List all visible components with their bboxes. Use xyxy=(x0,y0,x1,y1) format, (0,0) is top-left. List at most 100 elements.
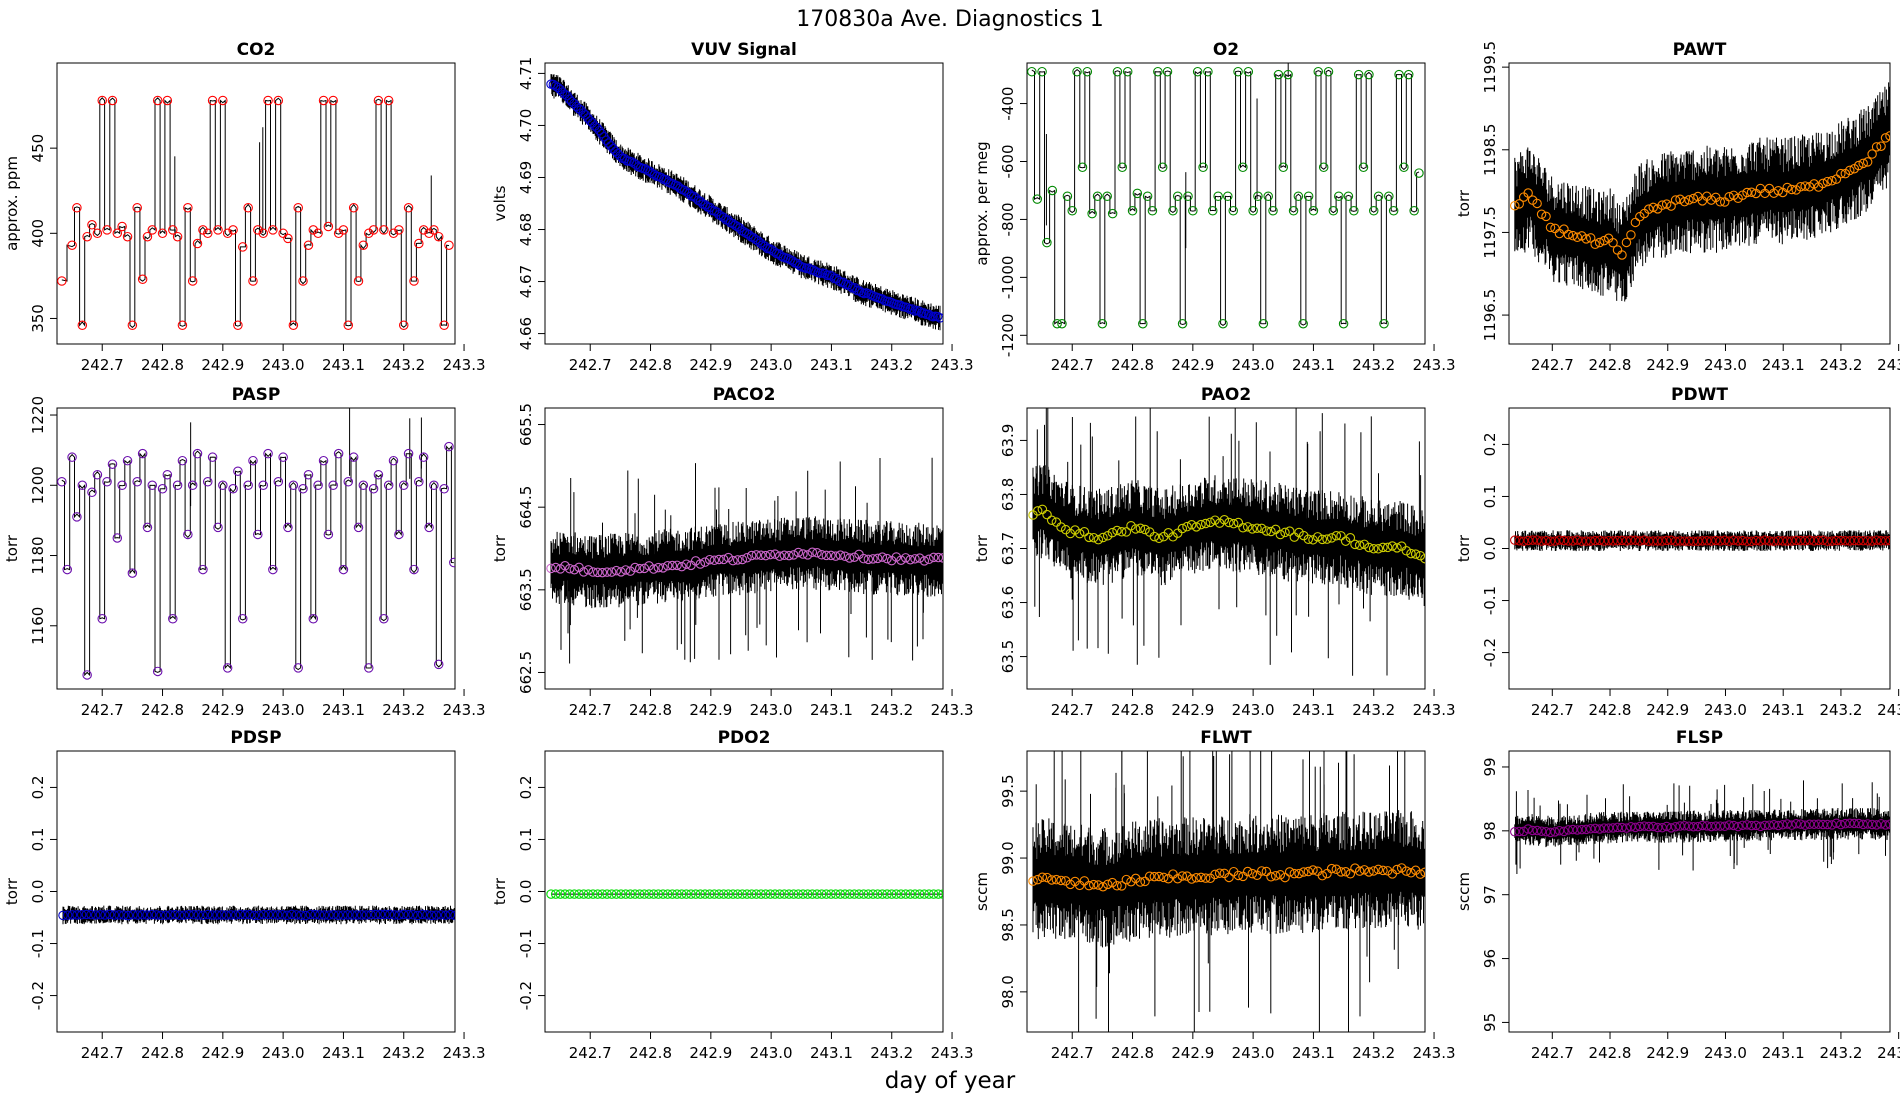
data-point xyxy=(1684,821,1694,831)
data-point xyxy=(1252,523,1262,533)
data-point xyxy=(218,480,228,491)
data-point xyxy=(117,480,127,491)
data-point xyxy=(1420,867,1425,877)
panel-pdwt: PDWT 242.7 242.8 242.9 243.0 243.1 243.2 243.3 -… xyxy=(1455,385,1900,719)
data-point xyxy=(784,550,794,561)
data-point xyxy=(1294,868,1304,879)
data-point xyxy=(1057,318,1067,329)
x-tick-label: 243.3 xyxy=(1877,701,1900,719)
data-point xyxy=(1406,868,1416,878)
data-point xyxy=(445,909,455,920)
data-point xyxy=(1626,535,1636,546)
data-trace xyxy=(1031,68,1420,327)
data-point xyxy=(592,567,603,578)
data-point xyxy=(188,909,199,920)
plot-frame xyxy=(1026,62,1426,345)
data-point xyxy=(81,909,92,920)
data-point xyxy=(1082,66,1093,77)
data-point xyxy=(338,910,348,920)
x-tick-label: 242.8 xyxy=(1589,701,1632,719)
data-point xyxy=(886,297,897,308)
y-axis-label: torr xyxy=(1455,534,1473,562)
data-point xyxy=(1657,200,1667,210)
data-point xyxy=(1149,871,1160,882)
y-tick-label: -0.2 xyxy=(517,981,535,1010)
data-point xyxy=(1173,191,1183,202)
x-tick-label: 242.9 xyxy=(1171,1044,1214,1062)
data-point xyxy=(87,487,97,498)
data-point xyxy=(1724,820,1734,830)
data-point xyxy=(389,910,400,920)
data-point xyxy=(1107,527,1118,538)
data-point xyxy=(1679,821,1690,831)
data-point xyxy=(147,480,158,491)
data-point xyxy=(816,889,827,899)
data-point xyxy=(97,613,107,624)
data-point xyxy=(248,455,258,466)
data-point xyxy=(1331,530,1342,541)
data-point xyxy=(905,554,916,565)
data-point xyxy=(1599,235,1609,246)
data-point xyxy=(1414,168,1424,178)
data-point xyxy=(723,552,734,563)
data-point xyxy=(1657,536,1667,546)
data-point xyxy=(746,889,757,899)
data-layer xyxy=(1028,751,1425,1032)
data-point xyxy=(192,238,203,249)
data-point xyxy=(102,225,112,235)
x-tick-label: 242.7 xyxy=(1531,701,1574,719)
data-point xyxy=(1862,819,1873,829)
data-point xyxy=(1242,522,1253,532)
data-point xyxy=(578,889,589,899)
data-point xyxy=(644,889,654,899)
data-point xyxy=(1072,66,1082,77)
data-point xyxy=(379,613,389,624)
data-point xyxy=(1312,532,1323,542)
data-point xyxy=(896,300,906,311)
x-tick-label: 242.8 xyxy=(629,701,672,719)
data-point xyxy=(253,529,263,540)
x-tick-label: 243.0 xyxy=(1704,1044,1747,1062)
y-tick-label: 662.5 xyxy=(517,651,535,694)
data-point xyxy=(333,228,344,239)
x-tick-label: 243.3 xyxy=(443,701,486,719)
data-point xyxy=(152,95,163,106)
data-point xyxy=(1258,318,1269,329)
data-point xyxy=(1233,517,1244,528)
data-point xyxy=(882,889,892,899)
x-tick-label: 243.1 xyxy=(322,701,365,719)
data-point xyxy=(658,563,668,573)
data-point xyxy=(1088,532,1099,543)
data-point xyxy=(1154,533,1164,544)
data-point xyxy=(117,221,127,232)
data-point xyxy=(383,480,394,491)
y-tick-label: -0.1 xyxy=(1481,586,1499,615)
data-point xyxy=(249,910,260,921)
data-point xyxy=(774,889,785,899)
data-point xyxy=(1126,520,1136,531)
data-point xyxy=(602,567,612,577)
data-point xyxy=(742,553,752,563)
x-tick-label: 243.3 xyxy=(443,1044,486,1062)
data-point xyxy=(1177,318,1188,329)
data-point xyxy=(1350,863,1360,873)
y-tick-label: 0.1 xyxy=(1481,485,1499,509)
data-point xyxy=(1303,191,1314,202)
data-point xyxy=(417,909,428,920)
panel-title: FLSP xyxy=(1676,728,1723,748)
data-point xyxy=(658,889,668,899)
data-point xyxy=(1679,196,1690,207)
data-point xyxy=(187,276,198,286)
x-tick-label: 243.2 xyxy=(1352,1044,1395,1062)
data-point xyxy=(1037,504,1048,515)
data-point xyxy=(1800,820,1810,830)
data-point xyxy=(308,613,319,624)
data-point xyxy=(92,469,103,480)
data-point xyxy=(849,889,860,899)
data-point xyxy=(1047,185,1058,196)
data-noise-band xyxy=(1032,810,1425,948)
data-point xyxy=(1196,519,1206,530)
data-point xyxy=(328,909,339,920)
data-point xyxy=(1661,199,1672,209)
data-point xyxy=(1688,821,1699,832)
